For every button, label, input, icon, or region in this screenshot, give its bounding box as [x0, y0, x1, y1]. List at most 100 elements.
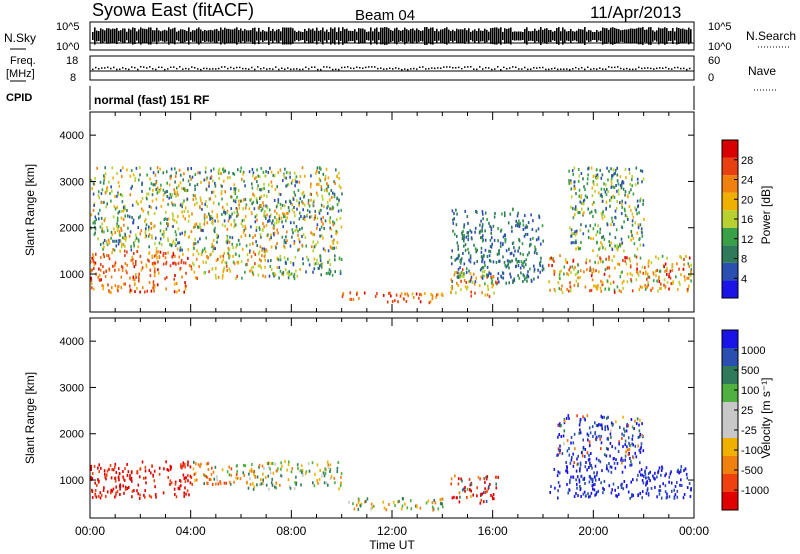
data-cell: [502, 242, 504, 246]
data-cell: [239, 169, 242, 173]
data-cell: [553, 259, 555, 263]
data-cell: [325, 481, 328, 485]
data-cell: [157, 170, 160, 174]
nsky-bar: [414, 30, 416, 42]
data-cell: [330, 474, 333, 478]
freq-dot: [539, 66, 541, 69]
data-cell: [669, 269, 672, 273]
nsky-bar: [154, 30, 156, 42]
data-cell: [184, 281, 186, 285]
data-cell: [550, 485, 552, 488]
data-cell: [523, 234, 526, 238]
data-cell: [618, 440, 620, 444]
data-cell: [187, 248, 190, 252]
data-cell: [123, 491, 125, 495]
data-cell: [149, 177, 151, 181]
data-cell: [274, 209, 276, 213]
data-cell: [222, 258, 225, 262]
data-cell: [266, 206, 269, 210]
data-cell: [582, 202, 585, 206]
data-cell: [461, 488, 464, 492]
data-cell: [605, 200, 608, 204]
data-cell: [608, 274, 611, 278]
data-cell: [575, 478, 577, 482]
data-cell: [592, 180, 595, 184]
data-cell: [471, 237, 473, 241]
data-cell: [254, 262, 256, 266]
data-cell: [267, 171, 270, 174]
freq-dot: [578, 68, 580, 70]
data-cell: [639, 270, 641, 274]
data-cell: [565, 416, 568, 420]
data-cell: [115, 491, 117, 495]
data-cell: [145, 265, 148, 269]
data-cell: [102, 181, 105, 185]
data-cell: [99, 180, 102, 184]
data-cell: [582, 212, 584, 216]
data-cell: [250, 225, 252, 229]
data-cell: [433, 498, 435, 502]
data-cell: [569, 226, 571, 230]
data-cell: [261, 187, 264, 191]
data-cell: [117, 226, 119, 230]
data-cell: [664, 262, 667, 266]
data-cell: [230, 187, 232, 191]
nsky-bar: [270, 30, 272, 42]
nsky-bar: [156, 27, 158, 45]
data-cell: [580, 241, 582, 244]
data-cell: [207, 462, 209, 466]
data-cell: [664, 285, 667, 289]
data-cell: [197, 240, 199, 244]
data-cell: [626, 445, 628, 449]
data-cell: [236, 274, 238, 278]
data-cell: [197, 252, 200, 256]
data-cell: [494, 212, 496, 215]
data-cell: [200, 198, 202, 202]
data-cell: [253, 473, 255, 477]
data-cell: [537, 268, 539, 272]
data-cell: [144, 235, 147, 239]
data-cell: [376, 292, 378, 296]
data-cell: [317, 262, 319, 266]
data-cell: [93, 220, 96, 224]
nsky-bar: [650, 27, 652, 45]
data-cell: [189, 481, 192, 485]
data-cell: [225, 261, 228, 265]
data-cell: [627, 436, 630, 440]
data-cell: [260, 195, 263, 199]
data-cell: [228, 473, 231, 477]
colorbar-swatch: [722, 227, 738, 246]
data-cell: [592, 435, 594, 438]
freq-dot: [137, 68, 139, 71]
data-cell: [206, 476, 209, 479]
nsky-bar: [626, 29, 628, 43]
data-cell: [645, 270, 647, 274]
nsky-bar: [526, 27, 528, 45]
data-cell: [282, 179, 284, 183]
freq-dot: [110, 67, 112, 70]
data-cell: [214, 247, 216, 251]
data-cell: [250, 266, 253, 270]
data-cell: [242, 170, 245, 174]
colorbar-swatch: [722, 192, 738, 211]
freq-dot: [446, 66, 448, 68]
nsky-bar: [220, 27, 222, 45]
data-cell: [515, 257, 518, 261]
data-cell: [272, 272, 274, 276]
data-cell: [601, 416, 604, 419]
nsky-bar: [600, 30, 602, 42]
data-cell: [194, 479, 196, 482]
data-cell: [316, 182, 318, 186]
data-cell: [504, 234, 506, 237]
data-cell: [568, 181, 570, 185]
data-cell: [189, 183, 191, 187]
data-cell: [260, 188, 262, 192]
data-cell: [519, 222, 521, 225]
data-cell: [300, 215, 302, 218]
data-cell: [624, 201, 627, 205]
data-cell: [670, 470, 672, 474]
freq-dot: [311, 66, 313, 68]
data-cell: [663, 278, 666, 282]
data-cell: [599, 168, 601, 172]
data-cell: [275, 218, 278, 222]
